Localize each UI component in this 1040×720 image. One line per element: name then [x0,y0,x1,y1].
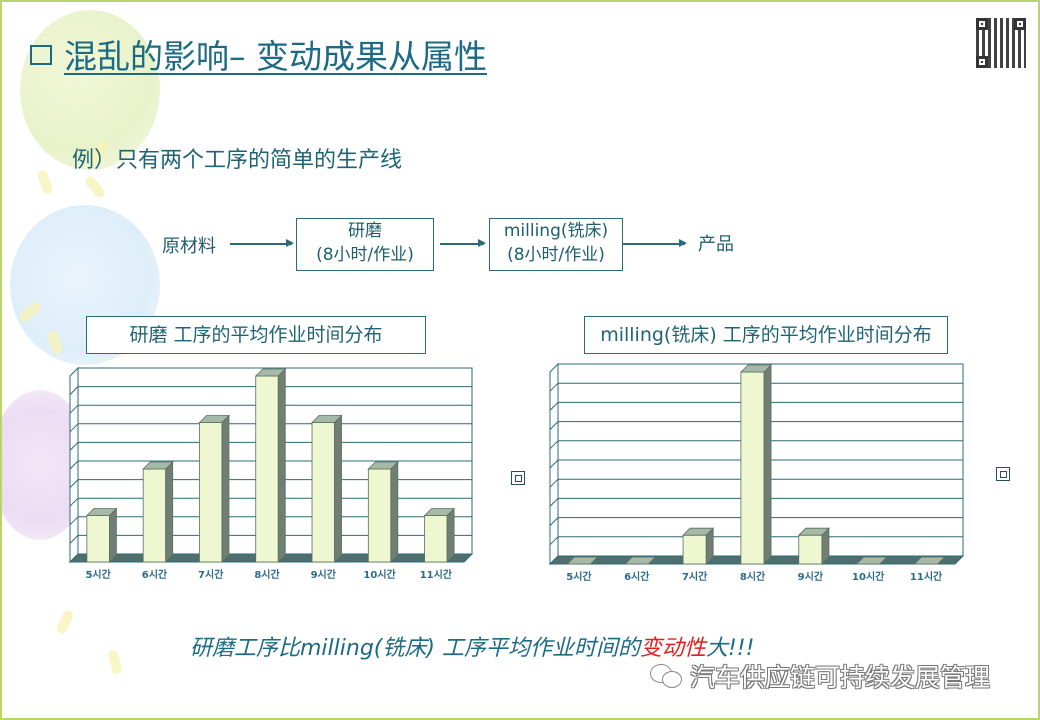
wechat-watermark: 汽车供应链可持续发展管理 [650,658,990,694]
x-axis-label: 7시간 [198,568,224,581]
placeholder-square-icon [511,471,525,485]
balloon-decoration-green [20,10,160,170]
arrow-right-icon [230,240,294,246]
process-milling-name: milling(铣床) [503,221,609,241]
x-axis-label: 11시간 [420,568,453,581]
watermark-text: 汽车供应链可持续发展管理 [690,663,991,692]
bar [86,515,110,563]
bullet-square-icon [30,44,52,65]
chart-title-milling: milling(铣床) 工序的平均作业时间分布 [584,316,948,354]
bar [424,515,448,563]
conclusion-prefix: 研磨工序比milling(铣床) 工序平均作业时间的 [190,636,640,661]
arrow-right-icon [440,240,486,246]
arrow-right-icon [623,240,687,246]
x-axis-label: 10시간 [852,570,885,583]
bar [367,468,392,563]
decoration-streak [107,649,123,675]
slide-title: 混乱的影响– 变动成果从属性 [30,30,487,78]
bar [740,371,765,565]
x-axis-label: 11시간 [910,570,943,583]
conclusion-text: 研磨工序比milling(铣床) 工序平均作业时间的变动性大!!! [190,630,754,662]
x-axis-label: 5시간 [566,570,592,583]
bar-chart-grinding: 5시간 6시간 7시간 8시간 9시간 10시간 11시간 [60,360,490,590]
slide-title-text: 混乱的影响– 变动成果从属性 [64,37,487,76]
chart-title-grinding: 研磨 工序的平均作业时间分布 [86,316,426,354]
example-subtitle: 例）只有两个工序的简单的生产线 [72,148,403,173]
bar [798,534,823,565]
decoration-streak [83,174,107,200]
flow-output-label: 产品 [698,234,734,255]
process-box-milling: milling(铣床) (8小时/作业) [489,218,623,271]
bar [255,375,279,563]
x-axis-label: 6시간 [142,568,168,581]
x-axis-label: 9시간 [311,568,337,581]
conclusion-suffix: 大!!! [705,636,755,661]
bar [682,534,707,565]
flow-input-label: 原材料 [162,236,216,257]
conclusion-highlight: 变动性 [639,636,706,661]
bar-chart-milling: 5시간 6시간 7시간 8시간 9시간 10시간 11시간 [540,352,980,587]
bar [199,422,223,563]
qr-code-icon [976,18,1026,68]
process-box-grinding: 研磨 (8小时/作业) [296,218,434,271]
process-milling-time: (8小时/作业) [507,245,605,265]
process-grinding-time: (8小时/作业) [316,245,414,265]
bar [311,422,335,563]
process-grinding-name: 研磨 [348,221,382,241]
decoration-streak [55,609,75,635]
x-axis-label: 8시간 [254,568,280,581]
x-axis-label: 10시간 [363,568,396,581]
x-axis-label: 9시간 [798,570,824,583]
wechat-icon [650,662,684,690]
decoration-streak [36,169,54,195]
x-axis-label: 8시간 [740,570,766,583]
x-axis-label: 6시간 [624,570,650,583]
bar [142,468,167,563]
placeholder-square-icon [996,467,1010,481]
x-axis-label: 7시간 [682,570,708,583]
x-axis-label: 5시간 [85,568,111,581]
